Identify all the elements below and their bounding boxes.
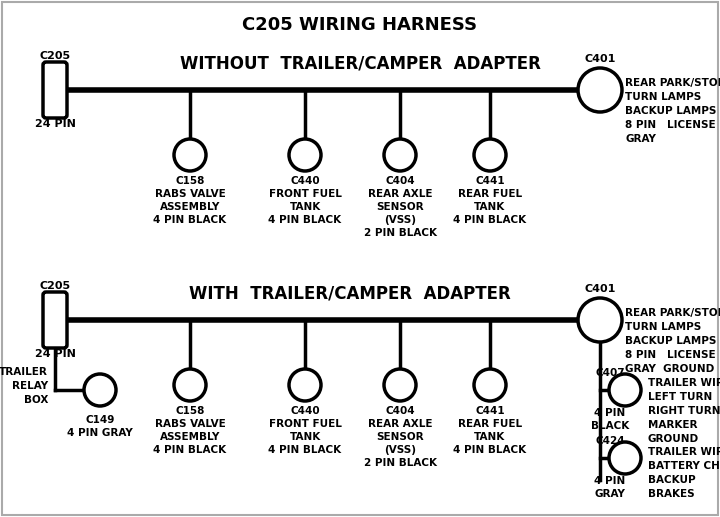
- Text: C401: C401: [585, 284, 616, 294]
- Text: C407: C407: [595, 368, 625, 378]
- Text: REAR AXLE: REAR AXLE: [368, 189, 432, 199]
- Text: C440: C440: [290, 406, 320, 416]
- Text: C440: C440: [290, 176, 320, 186]
- Circle shape: [84, 374, 116, 406]
- Text: C205: C205: [40, 281, 71, 291]
- Text: TRAILER WIRES: TRAILER WIRES: [648, 378, 720, 388]
- Text: 4 PIN BLACK: 4 PIN BLACK: [269, 215, 341, 225]
- Text: REAR PARK/STOP: REAR PARK/STOP: [625, 78, 720, 88]
- Text: REAR PARK/STOP: REAR PARK/STOP: [625, 308, 720, 318]
- Text: C404: C404: [385, 176, 415, 186]
- Text: RABS VALVE: RABS VALVE: [155, 189, 225, 199]
- Text: 4 PIN BLACK: 4 PIN BLACK: [153, 445, 227, 455]
- Text: GRAY: GRAY: [595, 489, 626, 499]
- Circle shape: [578, 68, 622, 112]
- Text: BATTERY CHARGE: BATTERY CHARGE: [648, 461, 720, 471]
- Text: C424: C424: [595, 436, 625, 446]
- Text: 4 PIN BLACK: 4 PIN BLACK: [153, 215, 227, 225]
- Text: 24 PIN: 24 PIN: [35, 119, 76, 129]
- Text: SENSOR: SENSOR: [376, 432, 424, 442]
- Text: GRAY  GROUND: GRAY GROUND: [625, 364, 714, 374]
- Circle shape: [578, 298, 622, 342]
- Text: REAR FUEL: REAR FUEL: [458, 189, 522, 199]
- Text: GRAY: GRAY: [625, 134, 656, 144]
- Text: FRONT FUEL: FRONT FUEL: [269, 189, 341, 199]
- Text: C158: C158: [175, 406, 204, 416]
- Text: 24 PIN: 24 PIN: [35, 349, 76, 359]
- Circle shape: [474, 369, 506, 401]
- Text: BOX: BOX: [24, 395, 48, 405]
- Text: C158: C158: [175, 176, 204, 186]
- Text: ASSEMBLY: ASSEMBLY: [160, 202, 220, 212]
- Text: C441: C441: [475, 176, 505, 186]
- Text: GROUND: GROUND: [648, 434, 699, 444]
- Text: TURN LAMPS: TURN LAMPS: [625, 92, 701, 102]
- Text: 8 PIN   LICENSE LAMPS: 8 PIN LICENSE LAMPS: [625, 120, 720, 130]
- Text: RABS VALVE: RABS VALVE: [155, 419, 225, 429]
- Text: RELAY: RELAY: [12, 381, 48, 391]
- Text: WITHOUT  TRAILER/CAMPER  ADAPTER: WITHOUT TRAILER/CAMPER ADAPTER: [179, 55, 541, 73]
- Text: 2 PIN BLACK: 2 PIN BLACK: [364, 228, 436, 238]
- Text: 4 PIN: 4 PIN: [595, 408, 626, 418]
- Circle shape: [609, 374, 641, 406]
- Text: SENSOR: SENSOR: [376, 202, 424, 212]
- Text: C401: C401: [585, 54, 616, 64]
- Text: C441: C441: [475, 406, 505, 416]
- Text: (VSS): (VSS): [384, 445, 416, 455]
- Text: 4 PIN BLACK: 4 PIN BLACK: [269, 445, 341, 455]
- Text: TURN LAMPS: TURN LAMPS: [625, 322, 701, 332]
- Text: C149: C149: [85, 415, 114, 425]
- Circle shape: [384, 139, 416, 171]
- Text: TANK: TANK: [474, 432, 505, 442]
- FancyBboxPatch shape: [43, 292, 67, 348]
- Circle shape: [174, 369, 206, 401]
- Text: 4 PIN GRAY: 4 PIN GRAY: [67, 428, 133, 438]
- Circle shape: [609, 442, 641, 474]
- Circle shape: [474, 139, 506, 171]
- Text: WITH  TRAILER/CAMPER  ADAPTER: WITH TRAILER/CAMPER ADAPTER: [189, 285, 511, 303]
- Text: BRAKES: BRAKES: [648, 489, 695, 499]
- Text: TRAILER WIRES: TRAILER WIRES: [648, 447, 720, 457]
- Text: ASSEMBLY: ASSEMBLY: [160, 432, 220, 442]
- Text: BACKUP: BACKUP: [648, 475, 696, 485]
- Circle shape: [384, 369, 416, 401]
- Text: FRONT FUEL: FRONT FUEL: [269, 419, 341, 429]
- Text: RIGHT TURN: RIGHT TURN: [648, 406, 720, 416]
- Text: REAR FUEL: REAR FUEL: [458, 419, 522, 429]
- Text: (VSS): (VSS): [384, 215, 416, 225]
- Text: 2 PIN BLACK: 2 PIN BLACK: [364, 458, 436, 468]
- Circle shape: [174, 139, 206, 171]
- Text: LEFT TURN: LEFT TURN: [648, 392, 712, 402]
- Text: C205 WIRING HARNESS: C205 WIRING HARNESS: [243, 16, 477, 34]
- Text: TANK: TANK: [289, 432, 320, 442]
- Text: 8 PIN   LICENSE LAMPS: 8 PIN LICENSE LAMPS: [625, 350, 720, 360]
- Text: C404: C404: [385, 406, 415, 416]
- Text: 4 PIN BLACK: 4 PIN BLACK: [454, 215, 526, 225]
- Text: TRAILER: TRAILER: [0, 367, 48, 377]
- Circle shape: [289, 139, 321, 171]
- Text: TANK: TANK: [474, 202, 505, 212]
- Text: MARKER: MARKER: [648, 420, 698, 430]
- Text: BLACK: BLACK: [591, 421, 629, 431]
- Circle shape: [289, 369, 321, 401]
- Text: BACKUP LAMPS: BACKUP LAMPS: [625, 106, 716, 116]
- Text: BACKUP LAMPS: BACKUP LAMPS: [625, 336, 716, 346]
- Text: 4 PIN BLACK: 4 PIN BLACK: [454, 445, 526, 455]
- Text: C205: C205: [40, 51, 71, 61]
- Text: TANK: TANK: [289, 202, 320, 212]
- Text: 4 PIN: 4 PIN: [595, 476, 626, 486]
- FancyBboxPatch shape: [43, 62, 67, 118]
- Text: REAR AXLE: REAR AXLE: [368, 419, 432, 429]
